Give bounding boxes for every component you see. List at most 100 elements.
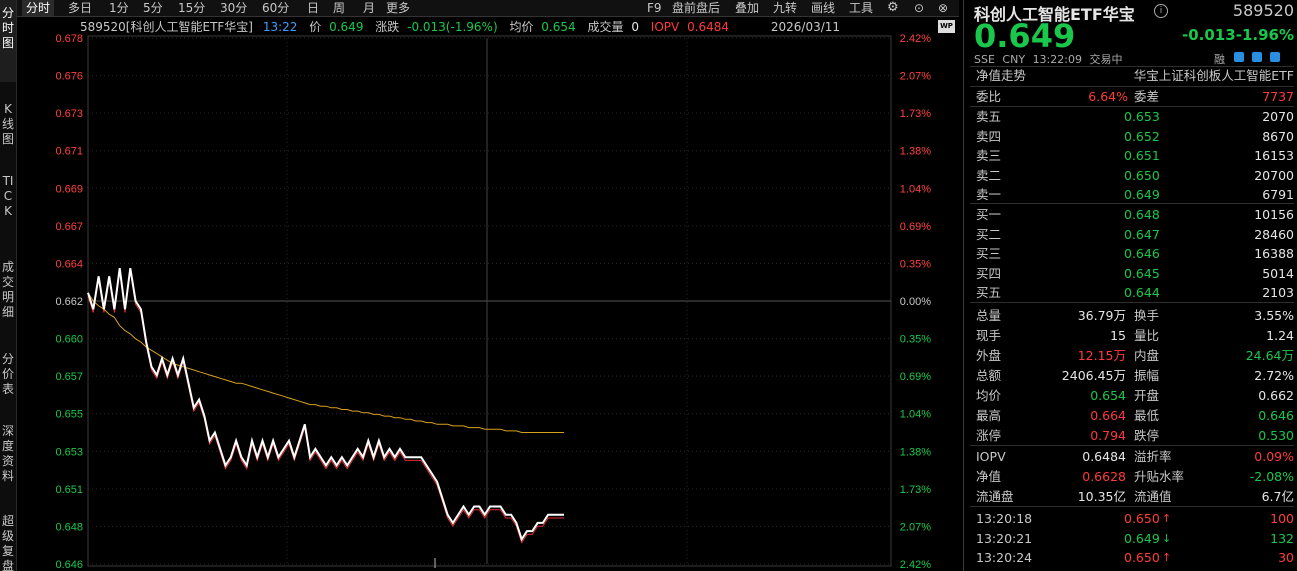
asks-row[interactable]: 卖四 0.652 8670 xyxy=(976,127,1294,146)
asks-price: 0.651 xyxy=(1124,148,1160,163)
left-nav-item-6[interactable]: 超级复盘 xyxy=(1,514,14,571)
bell-icon[interactable] xyxy=(1234,52,1244,62)
bids-row[interactable]: 买五 0.644 2103 xyxy=(976,283,1294,302)
toolbar-item-5[interactable]: 工具 xyxy=(849,1,874,15)
bids-row[interactable]: 买四 0.645 5014 xyxy=(976,264,1294,283)
period-tab-6[interactable]: 60分 xyxy=(262,1,290,15)
bids-volume: 10156 xyxy=(1254,207,1294,222)
arrow-down-icon: ↓ xyxy=(1162,531,1172,545)
period-tab-3[interactable]: 5分 xyxy=(143,1,163,15)
stats2-label: 流通盘 xyxy=(976,489,1014,504)
pct-tick-label: 1.38% xyxy=(900,146,931,158)
stats2-label: 净值 xyxy=(976,469,1002,484)
help-icon[interactable]: ⊙ xyxy=(914,1,925,15)
tick-volume: 30 xyxy=(1278,550,1294,565)
period-tab-5[interactable]: 30分 xyxy=(220,1,248,15)
left-nav-item-2[interactable]: TICK xyxy=(2,174,14,218)
asks-label: 卖五 xyxy=(976,109,1002,124)
bids-price: 0.648 xyxy=(1124,207,1160,222)
stats-label: 开盘 xyxy=(1134,388,1160,403)
toolbar-item-3[interactable]: 九转 xyxy=(773,1,798,15)
bids-label: 买三 xyxy=(976,246,1002,261)
toolbar-item-4[interactable]: 画线 xyxy=(811,1,836,15)
left-nav-item-1[interactable]: K线图 xyxy=(1,102,14,146)
bids-volume: 2103 xyxy=(1262,285,1294,300)
price-label: 价 xyxy=(309,20,322,34)
period-tab-4[interactable]: 15分 xyxy=(178,1,206,15)
left-nav-item-0[interactable]: 分时图 xyxy=(0,0,16,82)
y-tick-label: 0.651 xyxy=(55,484,83,496)
stats-label: 总量 xyxy=(976,308,1002,323)
stats-label: 内盘 xyxy=(1134,348,1160,363)
iopv-value: 0.6484 xyxy=(687,20,730,34)
stats-row: 最高 0.664 最低 0.646 xyxy=(976,406,1294,425)
intraday-chart[interactable]: 0.678 2.42% 0.676 2.07% 0.673 1.73% 0.671 1.38%… xyxy=(0,0,963,571)
bids-row[interactable]: 买三 0.646 16388 xyxy=(976,244,1294,263)
bids-row[interactable]: 买一 0.648 10156 xyxy=(976,205,1294,224)
period-tab-1[interactable]: 多日 xyxy=(68,1,93,15)
stats-label: 外盘 xyxy=(976,348,1002,363)
quote-panel: 科创人工智能ETF华宝 i 589520 0.649 -0.013 -1.96%… xyxy=(963,0,1297,571)
volume-value: 0 xyxy=(631,20,639,34)
close-icon[interactable]: ⊗ xyxy=(938,1,949,15)
tick-time: 13:20:24 xyxy=(976,550,1033,565)
pct-tick-label: 1.04% xyxy=(900,409,931,421)
stats2-label: 流通值 xyxy=(1134,489,1172,504)
asks-row[interactable]: 卖二 0.650 20700 xyxy=(976,166,1294,185)
price-change: -0.013 xyxy=(1182,26,1236,44)
asks-row[interactable]: 卖五 0.653 2070 xyxy=(976,107,1294,126)
period-tab-10[interactable]: 更多 xyxy=(386,1,411,15)
bids-row[interactable]: 买二 0.647 28460 xyxy=(976,225,1294,244)
period-tab-2[interactable]: 1分 xyxy=(109,1,129,15)
stats-label: 总额 xyxy=(976,368,1002,383)
left-nav-item-4[interactable]: 分价表 xyxy=(1,352,14,396)
series-shadow-line xyxy=(87,271,564,544)
stats2-value: 0.6628 xyxy=(1082,469,1126,484)
period-tab-0[interactable]: 分时 xyxy=(22,0,55,16)
asks-volume: 16153 xyxy=(1254,148,1294,163)
more-icon[interactable] xyxy=(1270,52,1280,62)
info-circle-icon[interactable]: i xyxy=(1154,4,1168,18)
alert-icon[interactable] xyxy=(1252,52,1262,62)
asks-price: 0.649 xyxy=(1124,187,1160,202)
stats-label: 最低 xyxy=(1134,408,1160,423)
pct-tick-label: 0.69% xyxy=(900,371,931,383)
tick-volume: 132 xyxy=(1270,530,1294,546)
stats-value: 0.794 xyxy=(1090,428,1126,443)
nav-trend-label[interactable]: 净值走势 xyxy=(976,68,1027,83)
stats-value: 2406.45万 xyxy=(1061,368,1126,383)
asks-row[interactable]: 卖三 0.651 16153 xyxy=(976,146,1294,165)
info-time: 13:22 xyxy=(262,20,298,34)
tick-price: 0.650 xyxy=(1124,511,1160,526)
stats-label: 振幅 xyxy=(1134,368,1160,383)
toolbar-item-2[interactable]: 叠加 xyxy=(735,1,760,15)
left-nav-item-5[interactable]: 深度资料 xyxy=(1,424,14,483)
asks-label: 卖二 xyxy=(976,167,1002,183)
pct-tick-label: 1.38% xyxy=(900,446,931,458)
volume-label: 成交量 xyxy=(587,20,624,34)
left-nav-item-3[interactable]: 成交明细 xyxy=(1,260,14,319)
quote-time: 13:22:09 xyxy=(1032,53,1082,66)
y-tick-label: 0.662 xyxy=(55,296,83,308)
nav-trend-row[interactable]: 净值走势 华宝上证科创板人工智能ETF xyxy=(976,66,1294,85)
toolbar-item-1[interactable]: 盘前盘后 xyxy=(672,1,721,15)
tick-row: 13:20:21 0.649 ↓ 132 xyxy=(976,529,1294,548)
stats-value: 0.646 xyxy=(1258,408,1294,423)
asks-row[interactable]: 卖一 0.649 6791 xyxy=(976,185,1294,204)
weibi-value: 6.64% xyxy=(1088,89,1128,104)
tick-time: 13:20:18 xyxy=(976,511,1033,526)
stats-value: 3.55% xyxy=(1254,308,1294,323)
asks-volume: 6791 xyxy=(1262,187,1294,202)
price-value: 0.649 xyxy=(329,20,364,34)
gear-icon[interactable]: ⚙ xyxy=(887,0,899,15)
period-tab-9[interactable]: 月 xyxy=(363,1,376,15)
toolbar-item-0[interactable]: F9 xyxy=(647,1,662,15)
stats-label: 跌停 xyxy=(1134,428,1160,443)
period-tab-7[interactable]: 日 xyxy=(307,1,320,15)
period-tab-8[interactable]: 周 xyxy=(333,1,346,15)
stats-row: 现手 15 量比 1.24 xyxy=(976,326,1294,345)
weicha-value: 7737 xyxy=(1262,89,1294,104)
asks-label: 卖三 xyxy=(976,148,1002,163)
security-code-name: 589520[科创人工智能ETF华宝] xyxy=(80,20,253,34)
stats-value: 1.24 xyxy=(1266,328,1294,343)
